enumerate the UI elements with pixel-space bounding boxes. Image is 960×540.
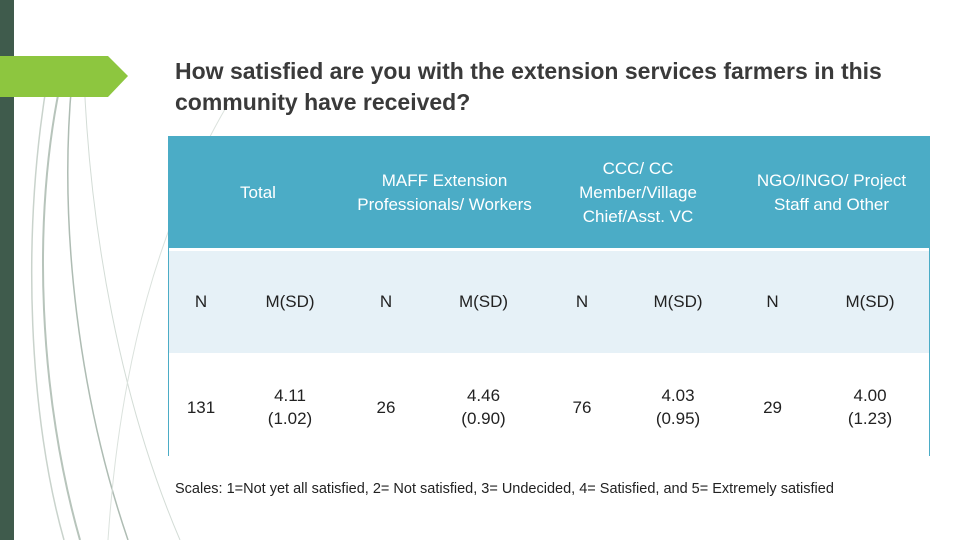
total-sd: (1.02) bbox=[267, 409, 313, 428]
total-msd: 4.11 (1.02) bbox=[233, 354, 348, 459]
group-header-total: Total bbox=[169, 137, 348, 251]
subheader-msd: M(SD) bbox=[233, 249, 348, 355]
ngo-sd: (1.23) bbox=[847, 409, 893, 428]
subheader-msd: M(SD) bbox=[811, 249, 930, 355]
subheader-msd: M(SD) bbox=[622, 249, 735, 355]
ngo-n: 29 bbox=[734, 354, 812, 459]
maff-msd: 4.46 (0.90) bbox=[425, 354, 543, 459]
maff-mean: 4.46 bbox=[466, 386, 501, 405]
subheader-n: N bbox=[169, 249, 233, 355]
slide-title: How satisfied are you with the extension… bbox=[175, 58, 882, 115]
scale-footnote: Scales: 1=Not yet all satisfied, 2= Not … bbox=[175, 481, 834, 497]
total-mean: 4.11 bbox=[274, 386, 306, 405]
side-accent-bar bbox=[0, 0, 14, 540]
ccc-n: 76 bbox=[542, 354, 623, 459]
table-row: 131 4.11 (1.02) 26 4.46 (0.90) 76 4.03 (… bbox=[169, 354, 930, 459]
group-header-ngo: NGO/INGO/ Project Staff and Other bbox=[734, 137, 930, 251]
green-arrow-shape bbox=[0, 56, 128, 97]
group-header-maff: MAFF Extension Professionals/ Workers bbox=[347, 137, 543, 251]
subheader-n: N bbox=[347, 249, 426, 355]
subheader-row: N M(SD) N M(SD) N M(SD) N M(SD) bbox=[169, 249, 930, 355]
ccc-sd: (0.95) bbox=[655, 409, 701, 428]
subheader-msd: M(SD) bbox=[425, 249, 543, 355]
subheader-n: N bbox=[734, 249, 812, 355]
subheader-n: N bbox=[542, 249, 623, 355]
group-header-row: Total MAFF Extension Professionals/ Work… bbox=[169, 137, 930, 251]
group-header-ccc: CCC/ CC Member/Village Chief/Asst. VC bbox=[542, 137, 735, 251]
total-n: 131 bbox=[169, 354, 233, 459]
ccc-mean: 4.03 bbox=[661, 386, 695, 405]
maff-sd: (0.90) bbox=[461, 409, 506, 428]
ngo-mean: 4.00 bbox=[853, 386, 887, 405]
ngo-msd: 4.00 (1.23) bbox=[811, 354, 930, 459]
maff-n: 26 bbox=[347, 354, 426, 459]
results-table: Total MAFF Extension Professionals/ Work… bbox=[168, 136, 930, 459]
ccc-msd: 4.03 (0.95) bbox=[622, 354, 735, 459]
